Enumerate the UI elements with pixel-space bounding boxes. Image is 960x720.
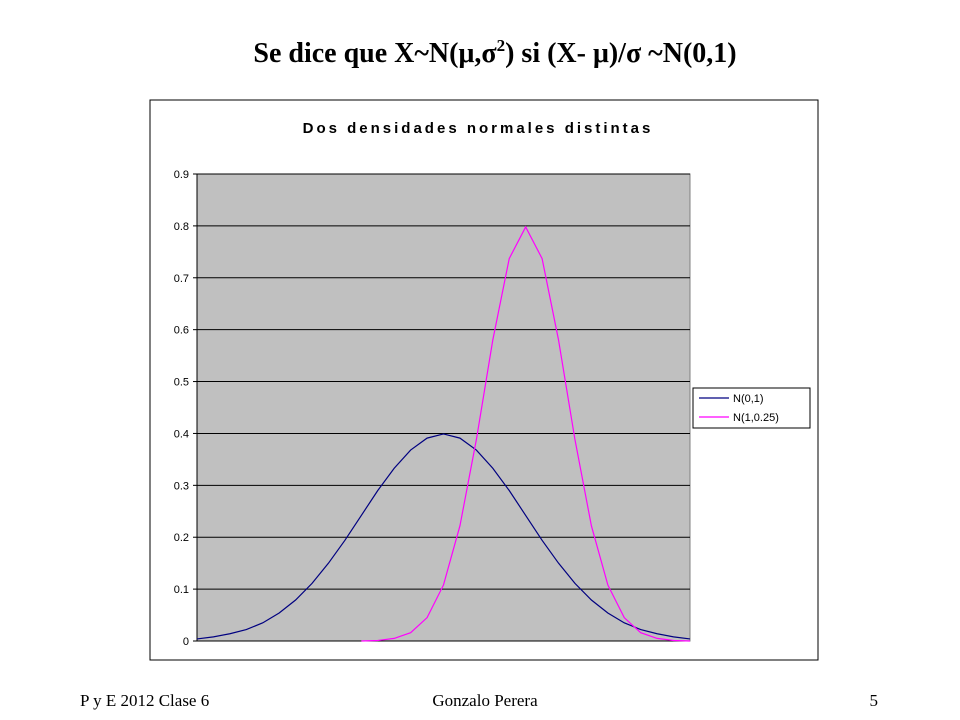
y-tick-label: 0.9 — [174, 169, 189, 181]
slide-title: Se dice que X~N(μ,σ2) si (X- μ)/σ ~N(0,1… — [253, 36, 736, 69]
y-tick-label: 0.5 — [174, 377, 189, 389]
series-line — [361, 225, 691, 642]
legend-label: N(1,0.25) — [733, 412, 779, 424]
plot: 0 0.1 0.2 0.3 0.4 0.5 0.6 0.7 0.8 0.9 N(0,1) N(1,0.… — [174, 169, 811, 648]
y-tick-label: 0.3 — [174, 480, 189, 492]
footer-right: 5 — [870, 691, 879, 710]
title-superscript: 2 — [497, 36, 506, 55]
footer-center: Gonzalo Perera — [432, 691, 538, 710]
y-tick-label: 0.6 — [174, 325, 189, 337]
y-tick-label: 0.7 — [174, 273, 189, 285]
y-tick-label: 0.8 — [174, 221, 189, 233]
title-part: Se dice que X~N(μ,σ — [253, 38, 497, 69]
y-tick-label: 0.4 — [174, 428, 189, 440]
chart-title: Dos densidades normales distintas — [303, 120, 654, 137]
legend-box — [692, 387, 811, 429]
y-tick-label: 0 — [183, 636, 189, 648]
y-tick-label: 0.2 — [174, 532, 189, 544]
title-part: ) si (X- μ)/σ ~N(0,1) — [505, 38, 737, 69]
legend-label: N(0,1) — [733, 393, 764, 405]
plot-area — [196, 173, 691, 642]
footer-left: P y E 2012 Clase 6 — [80, 691, 209, 710]
y-tick-label: 0.1 — [174, 584, 189, 596]
series-line — [196, 433, 691, 640]
